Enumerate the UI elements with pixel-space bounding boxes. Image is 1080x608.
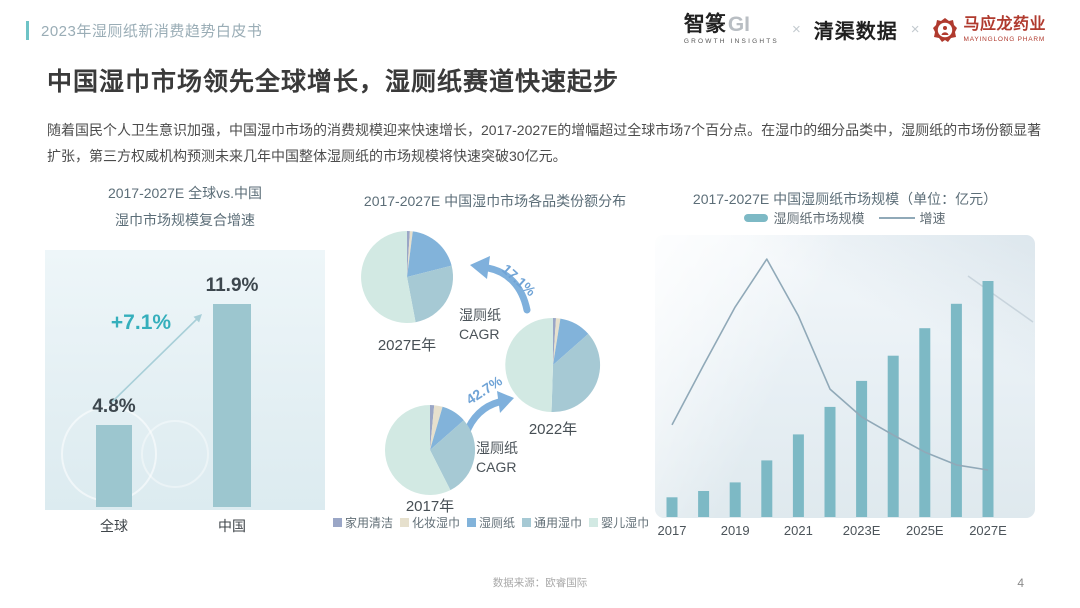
mayinglong-logo: 马应龙药业 MAYINGLONG PHARM (932, 15, 1046, 43)
cagr-caption-line: 湿厕纸 (459, 307, 501, 323)
legend-label: 湿厕纸 (479, 516, 516, 530)
chart3-legend: 湿厕纸市场规模 增速 (655, 208, 1035, 227)
chart3-tick-label: 2021 (783, 523, 813, 538)
cagr-caption-line: CAGR (476, 458, 517, 475)
breadcrumb-text: 2023年湿厕纸新消费趋势白皮书 (41, 23, 263, 40)
chart1-title-line1: 2017-2027E 全球vs.中国 (107, 185, 263, 201)
pie-slice-湿厕纸 (430, 406, 464, 450)
legend-label: 通用湿巾 (534, 516, 583, 530)
chart3-tick-label: 2019 (720, 523, 750, 538)
chart1-x-axis: 全球 中国 (45, 516, 325, 536)
x-separator-icon: × (910, 21, 920, 38)
legend-item: 化妆湿巾 (400, 514, 460, 531)
pie-year-label: 2022年 (529, 421, 577, 438)
mayinglong-cn: 马应龙药业 (963, 15, 1046, 33)
legend-swatch-icon (400, 518, 410, 527)
data-source-note: 数据来源：欧睿国际 (492, 577, 588, 589)
legend-item: 湿厕纸 (467, 514, 515, 531)
body-paragraph: 随着国民个人卫生意识加强，中国湿巾市场的消费规模迎来快速增长，2017-2027… (47, 122, 1042, 164)
mayinglong-en: MAYINGLONG PHARM (963, 35, 1046, 43)
cagr-caption: 湿厕纸 CAGR (459, 306, 501, 344)
zhizhuan-sub: GROWTH INSIGHTS (683, 38, 779, 45)
page-number: 4 (1017, 576, 1024, 590)
zhizhuan-cn: 智篆 (683, 13, 726, 36)
legend-item: 婴儿湿巾 (589, 514, 649, 531)
legend-item: 通用湿巾 (522, 514, 582, 531)
brand-logos: 智篆GI GROWTH INSIGHTS × 清渠数据 × 马应龙药业 MAYI… (684, 14, 1046, 45)
zhizhuan-gi: GI (727, 13, 751, 36)
cagr-arrowhead-icon (497, 391, 514, 413)
pie-slice-家用清洁 (553, 318, 556, 365)
chart3-x-axis: 2017 2019 2021 2023E 2025E 2027E (655, 523, 1035, 541)
pie-slice-婴儿湿巾 (361, 231, 416, 323)
pie-slice-化妆湿巾 (553, 318, 561, 365)
chart1-value-label: 4.8% (92, 395, 136, 417)
legend-label: 湿厕纸市场规模 (773, 211, 865, 226)
legend-item-bars: 湿厕纸市场规模 (744, 208, 865, 227)
legend-swatch-icon (333, 518, 342, 527)
chart1-bar (213, 303, 251, 507)
pie-slice-湿厕纸 (553, 318, 589, 365)
chart3-tick-label: 2025E (906, 523, 944, 538)
cagr-value-2017-2022: 42.7% (462, 372, 505, 408)
legend-label: 增速 (919, 211, 946, 226)
chart3-tick-label: 2027E (969, 523, 1007, 538)
chart3-tick-label: 2017 (657, 523, 687, 538)
pie-slice-通用湿巾 (430, 420, 476, 491)
legend-label: 化妆湿巾 (412, 516, 461, 530)
cagr-caption-line: 湿厕纸 (476, 440, 518, 456)
chart1-bar (96, 424, 132, 507)
mayinglong-text: 马应龙药业 MAYINGLONG PHARM (963, 15, 1046, 43)
legend-label: 婴儿湿巾 (601, 516, 650, 530)
chart3-title: 2017-2027E 中国湿厕纸市场规模（单位：亿元） (692, 191, 998, 207)
cagr-arrowhead-icon (470, 256, 490, 279)
bubble-decoration (141, 420, 209, 488)
chart1-plot-area: 4.8% 11.9% (45, 250, 325, 510)
x-separator-icon: × (791, 21, 801, 38)
pie-slice-家用清洁 (407, 231, 410, 277)
bar-swatch-icon (744, 213, 769, 222)
breadcrumb: 2023年湿厕纸新消费趋势白皮书 (26, 20, 262, 41)
chart1-title-line2: 湿巾市场规模复合增速 (115, 211, 255, 228)
legend-item: 家用清洁 (333, 514, 393, 531)
zhizhuan-logo-text: 智篆GI (684, 14, 750, 35)
chart3-tick-label: 2023E (842, 523, 881, 538)
chart1-title: 2017-2027E 全球vs.中国 湿巾市场规模复合增速 (60, 180, 310, 233)
mayinglong-seal-icon (933, 17, 958, 42)
chart3-plot-background (655, 235, 1035, 518)
legend-label: 家用清洁 (345, 516, 394, 530)
chart1-category-label: 全球 (100, 518, 128, 534)
pie-slice-化妆湿巾 (430, 405, 443, 450)
pie-slice-婴儿湿巾 (384, 405, 451, 495)
legend-swatch-icon (522, 518, 532, 527)
chart2-title: 2017-2027E 中国湿巾市场各品类份额分布 (363, 193, 627, 209)
line-swatch-icon (878, 216, 915, 219)
chart2-legend: 家用清洁 化妆湿巾 湿厕纸 通用湿巾 婴儿湿巾 (333, 514, 655, 531)
accent-bar (26, 21, 29, 40)
qingqu-logo: 清渠数据 (813, 21, 898, 43)
cagr-caption: 湿厕纸 CAGR (476, 439, 518, 477)
chart1-value-label: 11.9% (205, 274, 259, 296)
pie-slice-化妆湿巾 (407, 231, 413, 277)
cagr-value-2022-2027: 17.1% (498, 260, 540, 300)
legend-swatch-icon (467, 518, 477, 527)
chart1-category-label: 中国 (218, 518, 246, 534)
pie-slice-家用清洁 (430, 405, 435, 450)
page-title: 中国湿巾市场领先全球增长，湿厕纸赛道快速起步 (47, 68, 620, 96)
legend-item-line: 增速 (878, 208, 946, 227)
pie-slice-湿厕纸 (407, 231, 452, 277)
chart1-annotation: +7.1% (110, 311, 172, 334)
pie-slice-通用湿巾 (407, 265, 454, 323)
legend-swatch-icon (589, 518, 599, 527)
pie-year-label: 2027E年 (378, 337, 436, 354)
cagr-caption-line: CAGR (459, 325, 500, 342)
zhizhuan-logo: 智篆GI GROWTH INSIGHTS (684, 14, 779, 45)
pie-year-label: 2017年 (406, 498, 454, 515)
pie-slice-婴儿湿巾 (505, 317, 553, 412)
pie-slice-通用湿巾 (551, 333, 601, 413)
